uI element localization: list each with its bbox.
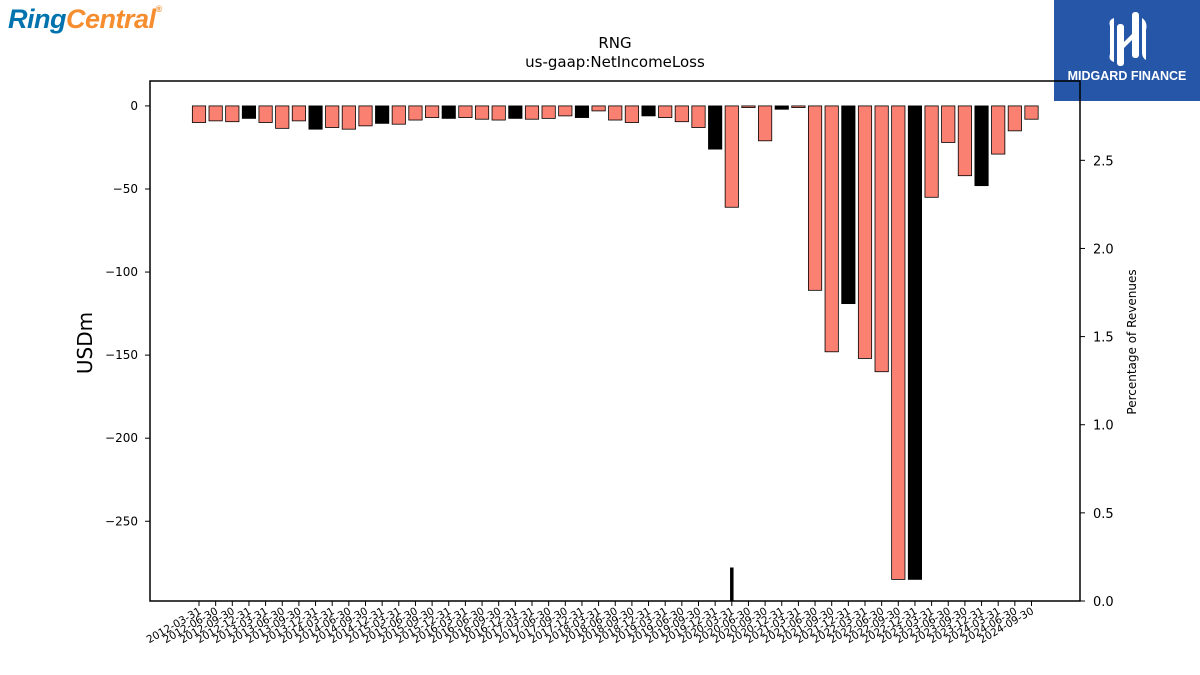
chart-title: RNG bbox=[598, 34, 631, 52]
bar-2018-06-30 bbox=[608, 105, 623, 121]
bar-2024-06-30 bbox=[1007, 105, 1022, 132]
bar-2012-12-31 bbox=[241, 105, 257, 119]
bar-2021-03-31 bbox=[791, 105, 806, 108]
y2-axis-label: Percentage of Revenues bbox=[1125, 269, 1139, 414]
y2-tick-label: 1.5 bbox=[1093, 331, 1114, 346]
bar-2022-12-31 bbox=[907, 105, 923, 580]
bar-2023-03-31 bbox=[924, 105, 939, 198]
chart-subtitle: us-gaap:NetIncomeLoss bbox=[525, 53, 705, 71]
bar-2014-12-31 bbox=[375, 105, 390, 124]
midgard-finance-logo: MIDGARD FINANCE bbox=[1054, 0, 1200, 101]
bar-2023-09-30 bbox=[957, 105, 972, 177]
bar-2019-03-31 bbox=[658, 105, 673, 118]
bar-2020-03-31 bbox=[724, 105, 739, 208]
bar-2018-03-31 bbox=[591, 105, 606, 112]
bar-2017-06-30 bbox=[541, 105, 556, 119]
y-tick-label: −50 bbox=[113, 182, 138, 196]
bar-2024-03-31 bbox=[991, 105, 1006, 155]
y-tick-label: −250 bbox=[105, 514, 138, 528]
plot-frame bbox=[149, 80, 1081, 602]
y-tick-label: −150 bbox=[105, 348, 138, 362]
y-axis-label: USDm bbox=[73, 312, 97, 374]
bar-2014-06-30 bbox=[341, 105, 356, 130]
bar-2017-03-31 bbox=[524, 105, 540, 120]
bar-2013-06-30 bbox=[275, 105, 290, 129]
bar-2016-03-31 bbox=[458, 105, 473, 118]
bar-2019-06-30 bbox=[674, 105, 689, 123]
y2-tick-label: 0.0 bbox=[1093, 595, 1114, 610]
bar-2023-06-30 bbox=[941, 105, 956, 143]
bar-2016-12-31 bbox=[508, 105, 523, 119]
bar-2016-06-30 bbox=[474, 105, 490, 120]
bar-2020-09-30 bbox=[758, 105, 773, 142]
bar-2022-03-31 bbox=[857, 105, 873, 359]
bar-2015-09-30 bbox=[425, 105, 440, 118]
bar-2016-09-30 bbox=[491, 105, 506, 121]
bar-2012-03-31 bbox=[191, 105, 207, 123]
bar-2014-03-31 bbox=[325, 105, 340, 128]
bar-2014-09-30 bbox=[358, 105, 373, 127]
y-tick-label: −200 bbox=[105, 431, 138, 445]
y2-tick-label: 0.5 bbox=[1093, 507, 1114, 522]
bar-2021-09-30 bbox=[824, 105, 839, 353]
bar-2013-12-31 bbox=[308, 105, 323, 130]
bar-2013-03-31 bbox=[258, 105, 273, 123]
bar-2017-09-30 bbox=[558, 105, 573, 117]
bar-2022-06-30 bbox=[874, 105, 889, 373]
bar-2015-12-31 bbox=[441, 105, 456, 119]
bar-2012-06-30 bbox=[208, 105, 223, 122]
bar-2015-06-30 bbox=[408, 105, 423, 121]
bar-2019-12-31 bbox=[708, 105, 723, 150]
y2-tick-label: 2.0 bbox=[1093, 242, 1114, 257]
bar-2021-06-30 bbox=[807, 105, 823, 291]
bar-2021-12-31 bbox=[841, 105, 856, 305]
midgard-finance-text: MIDGARD FINANCE bbox=[1067, 69, 1187, 83]
bar-2020-12-31 bbox=[774, 105, 789, 110]
bar-2024-09-30 bbox=[1024, 105, 1039, 120]
bar-2020-06-30 bbox=[741, 105, 756, 108]
bar-2018-09-30 bbox=[624, 105, 639, 123]
y-tick-label: −100 bbox=[105, 265, 138, 279]
midgard-emblem-icon bbox=[1109, 12, 1147, 66]
y-tick-label: 0 bbox=[130, 99, 138, 113]
bar-2012-09-30 bbox=[225, 105, 240, 123]
ringcentral-logo: RingCentral® bbox=[8, 4, 162, 34]
bar-2022-09-30 bbox=[891, 105, 906, 580]
bar-2015-03-31 bbox=[391, 105, 406, 125]
y2-tick-label: 1.0 bbox=[1093, 419, 1114, 434]
bar-2017-12-31 bbox=[574, 105, 590, 118]
bar-2019-09-30 bbox=[691, 105, 706, 128]
bar-2018-12-31 bbox=[641, 105, 656, 117]
bar-2023-12-31 bbox=[974, 105, 989, 187]
bar-2013-09-30 bbox=[291, 105, 306, 122]
y2-tick-label: 2.5 bbox=[1093, 154, 1114, 169]
